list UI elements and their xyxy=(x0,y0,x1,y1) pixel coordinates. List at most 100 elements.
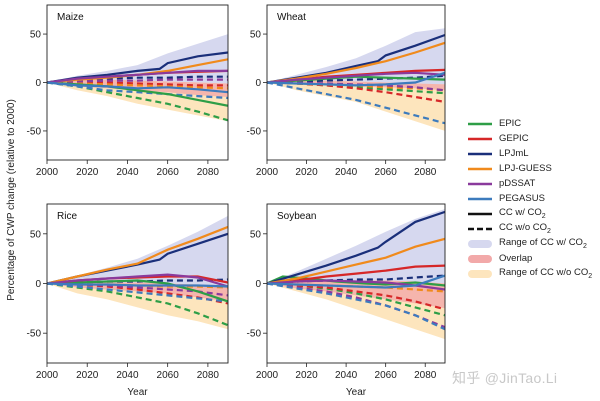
y-tick-label: 0 xyxy=(255,78,261,89)
x-tick-label: 2000 xyxy=(36,167,59,178)
band-swatch xyxy=(467,269,493,279)
legend-models: EPIC GEPIC LPJmL LPJ-GUESS pDSSAT PEGASUS xyxy=(467,116,600,206)
legend-swatch xyxy=(467,119,493,129)
plot-area xyxy=(47,215,228,330)
panel-title: Rice xyxy=(57,211,77,222)
plot-area xyxy=(267,209,445,340)
x-tick-label: 2000 xyxy=(256,167,279,178)
panel-maize: 2000 2020 2040 2060 2080 -50 0 50 Maize xyxy=(27,4,229,178)
x-tick-label: 2060 xyxy=(157,370,180,381)
x-tick-label: 2040 xyxy=(116,167,139,178)
legend-label: Overlap xyxy=(499,253,533,264)
x-tick-label: 2080 xyxy=(197,370,220,381)
panel-rice: 2000 2020 2040 2060 2080 -50 0 50 Rice Year xyxy=(27,203,229,398)
plot-area xyxy=(267,28,445,131)
legend-item-range-with-co2: Range of CC w/ CO2 xyxy=(467,236,600,251)
legend-label: PEGASUS xyxy=(499,193,545,204)
legend-item-gepic: GEPIC xyxy=(467,131,600,146)
legend-item-epic: EPIC xyxy=(467,116,600,131)
x-tick-label: 2040 xyxy=(116,370,139,381)
legend-swatch xyxy=(467,194,493,204)
series-epic-without-co2 xyxy=(267,282,445,317)
legend-swatch xyxy=(467,134,493,144)
y-tick-label: 50 xyxy=(250,30,262,41)
x-axis-title: Year xyxy=(127,387,148,398)
legend-label: Range of CC w/ CO2 xyxy=(499,237,587,250)
range-band-without-co2 xyxy=(267,80,445,131)
x-axis-title: Year xyxy=(346,387,367,398)
x-tick-label: 2040 xyxy=(335,370,358,381)
legend-swatch xyxy=(467,179,493,189)
x-tick-label: 2040 xyxy=(335,167,358,178)
y-tick-label: -50 xyxy=(247,329,262,340)
series-lpj-guess-with-co2 xyxy=(267,237,445,285)
x-tick-label: 2080 xyxy=(414,167,437,178)
legend-label: pDSSAT xyxy=(499,178,536,189)
legend-label: GEPIC xyxy=(499,133,529,144)
x-tick-label: 2080 xyxy=(414,370,437,381)
y-axis-title: Percentage of CWP change (relative to 20… xyxy=(6,99,17,301)
series-epic-with-co2 xyxy=(47,279,228,303)
y-tick-label: -50 xyxy=(27,329,42,340)
y-tick-label: 50 xyxy=(30,30,42,41)
legend-item-lpjml: LPJmL xyxy=(467,146,600,161)
series-pdssat-without-co2 xyxy=(47,78,228,84)
y-tick-label: 50 xyxy=(30,229,42,240)
y-tick-label: -50 xyxy=(27,126,42,137)
x-tick-label: 2020 xyxy=(295,370,318,381)
panel-title: Maize xyxy=(57,12,84,23)
legend: EPIC GEPIC LPJmL LPJ-GUESS pDSSAT PEGASUS CC … xyxy=(467,116,600,281)
series-pegasus-with-co2 xyxy=(267,71,445,87)
band-swatch xyxy=(467,239,493,249)
panel-soybean: 2000 2020 2040 2060 2080 -50 0 50 Soybean Year xyxy=(247,203,446,398)
series-pdssat-with-co2 xyxy=(267,71,445,84)
series-pegasus-with-co2 xyxy=(267,274,445,289)
x-tick-label: 2000 xyxy=(256,370,279,381)
legend-item-pdssat: pDSSAT xyxy=(467,176,600,191)
panel-wheat: 2000 2020 2040 2060 2080 -50 0 50 Wheat xyxy=(247,4,446,178)
watermark: 知乎 @JinTao.Li xyxy=(452,370,558,386)
legend-item-cc-with-co2: CC w/ CO2 xyxy=(467,206,600,221)
y-tick-label: 50 xyxy=(250,229,262,240)
x-tick-label: 2000 xyxy=(36,370,59,381)
x-tick-label: 2080 xyxy=(197,167,220,178)
panel-title: Wheat xyxy=(277,12,306,23)
series-lpjml-with-co2 xyxy=(267,210,445,285)
series-lpj-guess-with-co2 xyxy=(47,225,228,285)
legend-label: Range of CC w/o CO2 xyxy=(499,267,593,280)
series-pegasus-without-co2 xyxy=(267,282,445,331)
series-pegasus-with-co2 xyxy=(47,81,228,94)
series-pegasus-with-co2 xyxy=(47,282,228,288)
legend-item-cc-without-co2: CC w/o CO2 xyxy=(467,221,600,236)
legend-label: LPJ-GUESS xyxy=(499,163,552,174)
x-tick-label: 2020 xyxy=(295,167,318,178)
x-tick-label: 2060 xyxy=(375,167,398,178)
y-tick-label: 0 xyxy=(35,78,41,89)
legend-item-overlap: Overlap xyxy=(467,251,600,266)
y-tick-label: 0 xyxy=(255,279,261,290)
x-tick-label: 2020 xyxy=(76,167,99,178)
legend-label: CC w/ CO2 xyxy=(499,207,546,220)
dashed-line-swatch xyxy=(467,224,493,234)
legend-label: EPIC xyxy=(499,118,522,129)
series-pdssat-with-co2 xyxy=(47,273,228,288)
legend-label: LPJmL xyxy=(499,148,529,159)
panel-title: Soybean xyxy=(277,211,316,222)
y-tick-label: -50 xyxy=(247,126,262,137)
solid-line-swatch xyxy=(467,209,493,219)
x-tick-label: 2020 xyxy=(76,370,99,381)
series-pegasus-without-co2 xyxy=(47,282,228,303)
series-pegasus-without-co2 xyxy=(267,81,445,125)
legend-item-pegasus: PEGASUS xyxy=(467,191,600,206)
legend-item-lpj-guess: LPJ-GUESS xyxy=(467,161,600,176)
band-swatch xyxy=(467,254,493,264)
legend-swatch xyxy=(467,149,493,159)
x-tick-label: 2060 xyxy=(375,370,398,381)
x-tick-label: 2060 xyxy=(157,167,180,178)
plot-area xyxy=(47,34,228,122)
legend-item-range-without-co2: Range of CC w/o CO2 xyxy=(467,266,600,281)
legend-label: CC w/o CO2 xyxy=(499,222,551,235)
y-tick-label: 0 xyxy=(35,279,41,290)
